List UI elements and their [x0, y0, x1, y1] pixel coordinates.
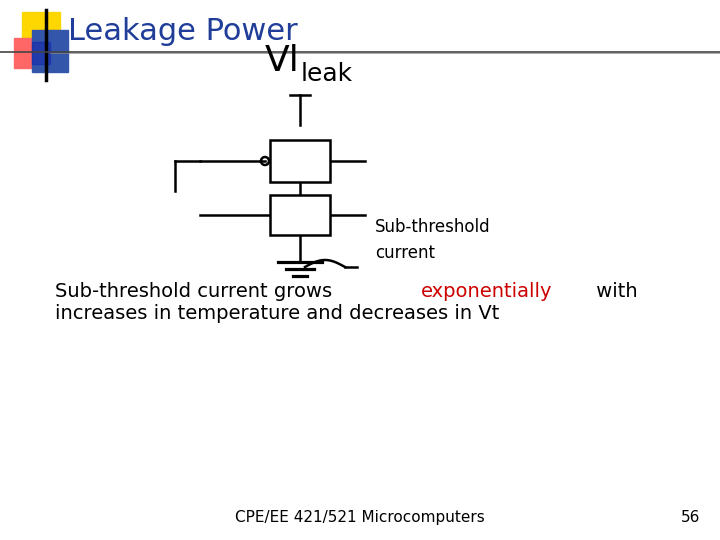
Text: Leakage Power: Leakage Power — [68, 17, 298, 46]
Bar — [32, 42, 50, 64]
Text: Sub-threshold current grows: Sub-threshold current grows — [55, 282, 338, 301]
Bar — [32, 30, 68, 72]
Text: increases in temperature and decreases in Vt: increases in temperature and decreases i… — [55, 304, 500, 323]
Bar — [22, 12, 60, 46]
Text: leak: leak — [301, 62, 353, 86]
Text: CPE/EE 421/521 Microcomputers: CPE/EE 421/521 Microcomputers — [235, 510, 485, 525]
Text: Sub-threshold
current: Sub-threshold current — [375, 219, 490, 261]
Bar — [270, 195, 330, 235]
Bar — [14, 38, 46, 68]
Text: 56: 56 — [680, 510, 700, 525]
Bar — [270, 140, 330, 182]
Text: exponentially: exponentially — [420, 282, 552, 301]
Text: Vl: Vl — [265, 44, 300, 78]
Text: with: with — [590, 282, 638, 301]
